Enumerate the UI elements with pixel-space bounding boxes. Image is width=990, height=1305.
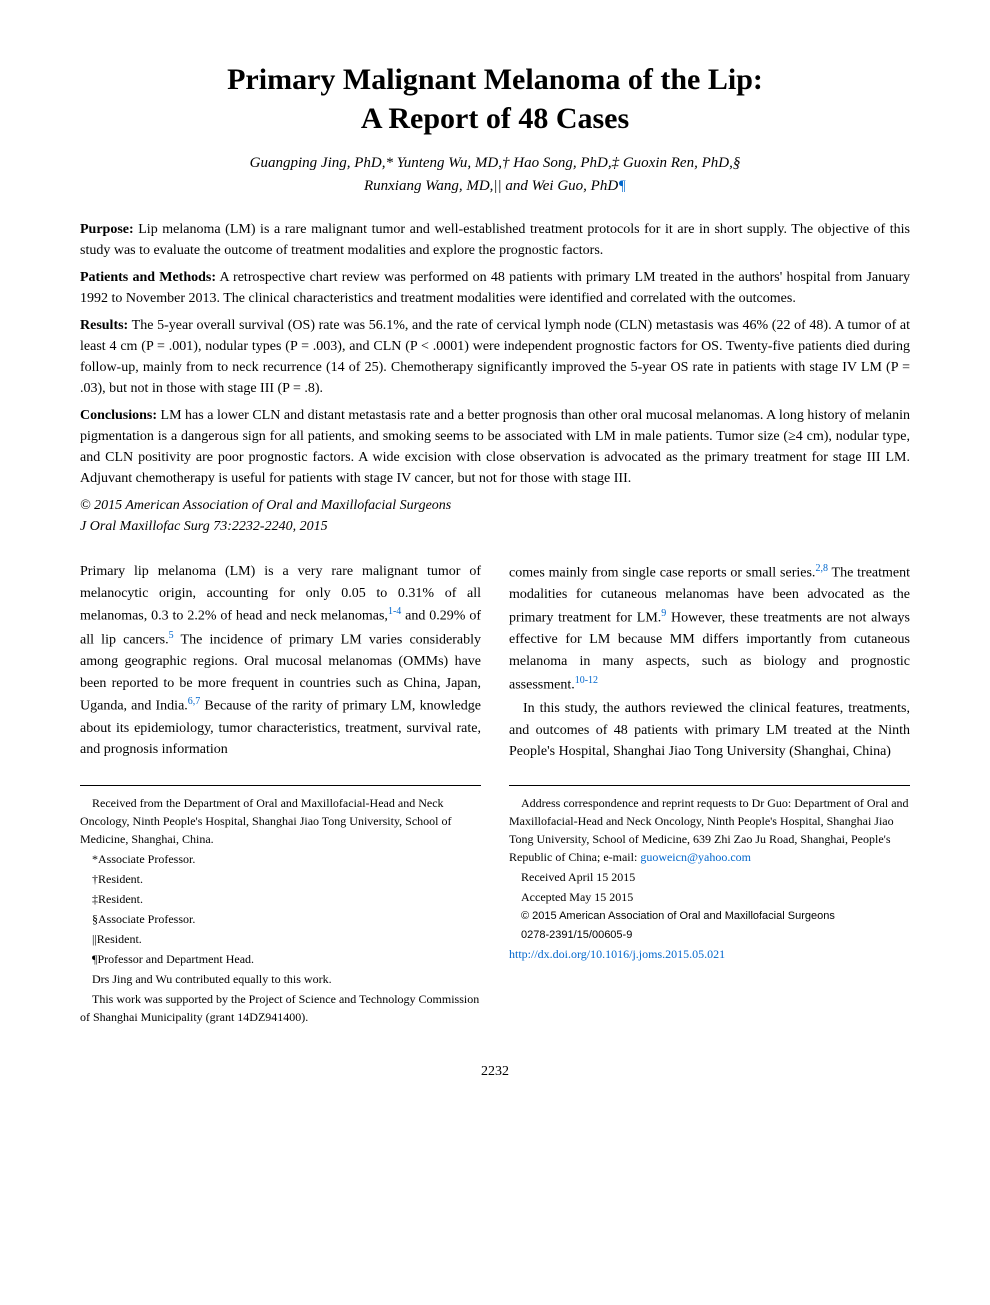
body-paragraph: Primary lip melanoma (LM) is a very rare…: [80, 561, 481, 761]
footnote-columns: Received from the Department of Oral and…: [80, 765, 910, 1028]
abstract-methods: Patients and Methods: A retrospective ch…: [80, 267, 910, 309]
abstract-results: Results: The 5-year overall survival (OS…: [80, 315, 910, 399]
affiliation-item: ¶Professor and Department Head.: [80, 950, 481, 968]
affiliation-item: ||Resident.: [80, 930, 481, 948]
title-line-2: A Report of 48 Cases: [361, 102, 629, 135]
received-date: Received April 15 2015: [509, 868, 910, 886]
correspondence-email-link[interactable]: guoweicn@yahoo.com: [640, 850, 751, 864]
body-paragraph: comes mainly from single case reports or…: [509, 561, 910, 696]
body-text: comes mainly from single case reports or…: [509, 566, 815, 581]
doi-line: http://dx.doi.org/10.1016/j.joms.2015.05…: [509, 945, 910, 963]
copyright-small: © 2015 American Association of Oral and …: [509, 908, 910, 925]
article-title: Primary Malignant Melanoma of the Lip: A…: [80, 60, 910, 138]
results-text: The 5-year overall survival (OS) rate wa…: [80, 318, 910, 396]
citation-ref[interactable]: 2,8: [815, 563, 828, 574]
citation-ref[interactable]: 10-12: [575, 675, 598, 686]
citation-ref[interactable]: 1-4: [388, 606, 401, 617]
methods-label: Patients and Methods:: [80, 270, 216, 285]
body-column-left: Primary lip melanoma (LM) is a very rare…: [80, 561, 481, 765]
citation-ref[interactable]: 6,7: [188, 696, 201, 707]
body-column-right: comes mainly from single case reports or…: [509, 561, 910, 765]
affiliation-item: ‡Resident.: [80, 890, 481, 908]
issn-line: 0278-2391/15/00605-9: [509, 927, 910, 944]
body-columns: Primary lip melanoma (LM) is a very rare…: [80, 561, 910, 765]
contribution-note: Drs Jing and Wu contributed equally to t…: [80, 970, 481, 988]
conclusions-label: Conclusions:: [80, 408, 157, 423]
abstract-copyright: © 2015 American Association of Oral and …: [80, 495, 910, 516]
footnote-column-left: Received from the Department of Oral and…: [80, 765, 481, 1028]
abstract-citation: J Oral Maxillofac Surg 73:2232-2240, 201…: [80, 516, 910, 537]
affiliation-received: Received from the Department of Oral and…: [80, 794, 481, 848]
author-list: Guangping Jing, PhD,* Yunteng Wu, MD,† H…: [80, 152, 910, 197]
authors-line-2-prefix: Runxiang Wang, MD,|| and Wei Guo, PhD: [364, 178, 618, 194]
footnote-rule: [80, 785, 481, 786]
conclusions-text: LM has a lower CLN and distant metastasi…: [80, 408, 910, 486]
author-marker-link[interactable]: ¶: [618, 178, 626, 194]
abstract-purpose: Purpose: Lip melanoma (LM) is a rare mal…: [80, 219, 910, 261]
affiliation-item: †Resident.: [80, 870, 481, 888]
doi-link[interactable]: http://dx.doi.org/10.1016/j.joms.2015.05…: [509, 947, 725, 961]
affiliation-item: *Associate Professor.: [80, 850, 481, 868]
funding-note: This work was supported by the Project o…: [80, 990, 481, 1026]
correspondence-address: Address correspondence and reprint reque…: [509, 794, 910, 866]
title-line-1: Primary Malignant Melanoma of the Lip:: [227, 63, 763, 96]
purpose-text: Lip melanoma (LM) is a rare malignant tu…: [80, 222, 910, 258]
results-label: Results:: [80, 318, 128, 333]
body-paragraph: In this study, the authors reviewed the …: [509, 698, 910, 763]
authors-line-1: Guangping Jing, PhD,* Yunteng Wu, MD,† H…: [250, 155, 741, 171]
accepted-date: Accepted May 15 2015: [509, 888, 910, 906]
page-number: 2232: [80, 1064, 910, 1080]
abstract-block: Purpose: Lip melanoma (LM) is a rare mal…: [80, 219, 910, 537]
abstract-conclusions: Conclusions: LM has a lower CLN and dist…: [80, 405, 910, 489]
footnote-rule: [509, 785, 910, 786]
affiliation-item: §Associate Professor.: [80, 910, 481, 928]
footnote-column-right: Address correspondence and reprint reque…: [509, 765, 910, 1028]
purpose-label: Purpose:: [80, 222, 134, 237]
